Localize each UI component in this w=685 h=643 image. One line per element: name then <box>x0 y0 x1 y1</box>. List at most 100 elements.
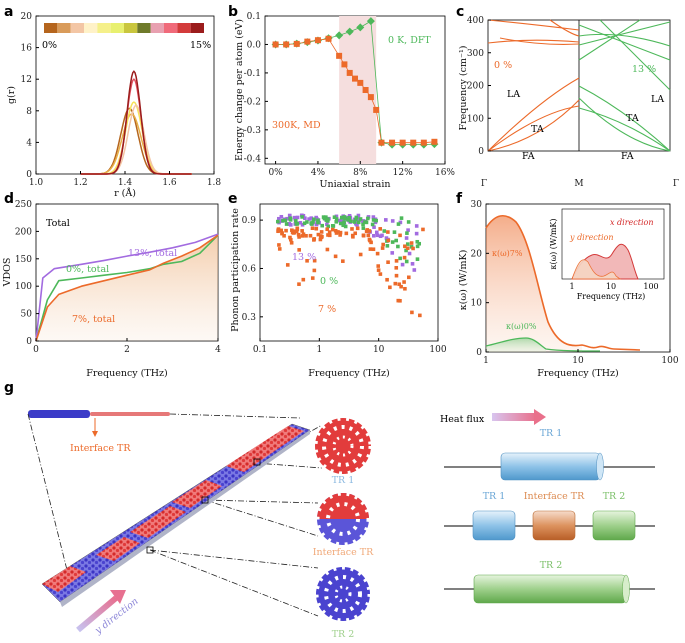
participation-point <box>341 223 346 228</box>
participation-point <box>338 221 343 226</box>
participation-point <box>355 223 359 227</box>
panel-d: 0 2 4 0 50 100 150 200 250 Total 13%, total 0%, … <box>2 200 221 379</box>
participation-point <box>378 227 383 231</box>
participation-point <box>354 217 358 222</box>
participation-point <box>311 220 315 224</box>
panel-a-ylabel: g(r) <box>6 86 17 104</box>
cylinder-tr2-bottom-cap <box>622 574 630 604</box>
panel-a-ticks: 1.0 1.2 1.4 1.6 1.8 0 4 8 12 16 20 <box>21 12 222 188</box>
kappa-0pct-area <box>486 338 546 352</box>
colorbar-cell <box>57 23 71 33</box>
xtick-label: 0.1 <box>253 345 267 355</box>
band-ta-13pct <box>578 107 671 152</box>
label-e-13pct: 13 % <box>292 252 316 263</box>
band-fa-13pct <box>578 97 671 152</box>
participation-point <box>346 218 350 222</box>
nanoribbon-edge <box>60 430 310 607</box>
colorbar-cell <box>110 23 124 33</box>
participation-point <box>334 231 339 235</box>
ytick-label: 100 <box>15 282 32 292</box>
xtick-label: 12% <box>393 168 413 178</box>
panel-b-strain-band <box>339 16 377 164</box>
participation-point <box>288 237 293 242</box>
participation-point <box>303 216 307 221</box>
participation-point <box>354 215 359 220</box>
vdos-line-7%, total <box>35 234 219 342</box>
participation-point <box>406 228 410 232</box>
inset-ylabel: κ(ω) (W/mK) <box>549 218 558 269</box>
ytick-label: -0.2 <box>244 97 261 107</box>
ytick-label: 0.9 <box>242 216 257 226</box>
ytick-label: 0.1 <box>247 12 261 22</box>
y-direction-arrow-shaft <box>76 595 118 633</box>
label-ta-left: TA <box>531 124 544 135</box>
participation-point <box>287 222 291 226</box>
ytick-label: 0 <box>26 337 32 347</box>
participation-point <box>316 218 320 223</box>
participation-point <box>385 244 390 248</box>
md-point <box>293 40 300 47</box>
zoom-label-tr2: TR 2 <box>332 629 355 640</box>
ytick-label: 250 <box>15 200 32 210</box>
red-domain-5 <box>42 566 86 592</box>
participation-point <box>410 262 415 266</box>
label-kappa-0pct: κ(ω)0% <box>506 322 537 331</box>
participation-point <box>300 229 304 233</box>
ytick-label: 300 <box>467 49 484 59</box>
participation-point <box>396 222 401 226</box>
participation-point <box>380 233 384 238</box>
participation-point <box>312 258 317 263</box>
panel-a-curves <box>80 70 192 175</box>
participation-point <box>399 216 404 220</box>
participation-point <box>276 228 281 233</box>
participation-point <box>318 237 323 242</box>
participation-point <box>305 258 309 263</box>
cylinder-tr1-top <box>500 452 601 481</box>
participation-point <box>343 224 348 229</box>
participation-point <box>284 222 289 226</box>
md-point <box>362 87 369 93</box>
participation-point <box>290 228 294 233</box>
md-point <box>357 79 364 86</box>
panel-a-colorbar <box>44 23 204 33</box>
participation-point <box>330 224 335 228</box>
participation-point <box>316 232 321 237</box>
circle-int-rings-inner <box>326 502 360 536</box>
participation-point <box>404 259 409 264</box>
ytick-label: -0.1 <box>244 69 261 79</box>
xtick-label: 16% <box>435 168 455 178</box>
red-domain-3 <box>130 506 186 538</box>
ytick-label: 20 <box>21 12 33 22</box>
band-opt1-0pct <box>487 19 580 31</box>
participation-point <box>405 231 409 235</box>
panel-a-xlabel: r (Å) <box>114 187 136 199</box>
guide-left <box>27 413 69 575</box>
label-fa-right: FA <box>621 151 634 162</box>
band-opt4-0pct <box>549 19 580 37</box>
participation-point <box>344 231 349 236</box>
participation-point <box>300 223 305 227</box>
panel-b-points <box>271 17 439 149</box>
participation-point <box>352 220 357 224</box>
participation-point <box>364 229 369 234</box>
participation-point <box>403 286 407 291</box>
md-point <box>346 69 353 76</box>
participation-point <box>277 247 282 251</box>
vdos-line-13%, total <box>35 233 219 342</box>
participation-point <box>397 282 402 287</box>
zoom-box-tr2 <box>146 546 154 554</box>
participation-point <box>309 216 314 220</box>
guide-tr2-bottom <box>149 549 319 617</box>
participation-point <box>355 226 360 231</box>
colorbar-cell <box>124 23 138 33</box>
participation-point <box>297 282 301 286</box>
panel-f: 1 10 100 0 10 20 30 κ(ω)7% κ(ω)0% x direction … <box>458 200 679 379</box>
participation-point <box>394 238 398 243</box>
participation-point <box>371 215 376 219</box>
colorbar-min-label: 0% <box>42 40 57 51</box>
band-opt5-13pct <box>578 33 671 47</box>
panel-b-ylabel: Energy change per atom (eV) <box>234 19 245 161</box>
participation-point <box>404 236 409 240</box>
participation-point <box>334 217 339 221</box>
participation-point <box>394 259 399 263</box>
